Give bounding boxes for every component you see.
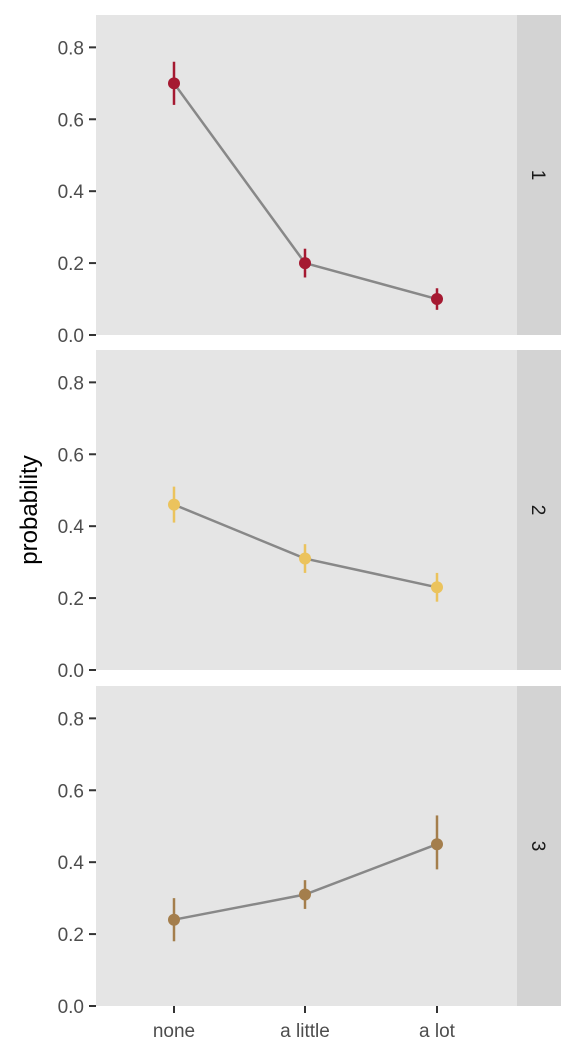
y-tick-label: 0.6 xyxy=(58,110,84,131)
facet-strip-label: 3 xyxy=(527,841,548,852)
panel-background xyxy=(96,350,517,670)
y-tick-label: 0.2 xyxy=(58,254,84,275)
data-point xyxy=(431,293,443,306)
panel-background xyxy=(96,15,517,335)
y-tick-label: 0.8 xyxy=(58,373,84,394)
facet-panels: 1 0.0 0.2 0.4 0.6 0.8 2 0.0 0.2 0.4 0.6 0.8 3 0.0 0.2 0… xyxy=(58,15,561,1018)
x-tick-label: a lot xyxy=(419,1021,456,1042)
data-point xyxy=(299,552,311,565)
y-tick-label: 0.0 xyxy=(58,997,84,1018)
facet-strip xyxy=(517,15,561,335)
y-tick-label: 0.8 xyxy=(58,709,84,730)
x-axis: none a little a lot xyxy=(153,1006,456,1042)
data-point xyxy=(299,888,311,901)
x-tick-label: none xyxy=(153,1021,195,1042)
x-tick-label: a little xyxy=(280,1021,330,1042)
y-tick-label: 0.6 xyxy=(58,445,84,466)
panel-background xyxy=(96,686,517,1006)
y-tick-label: 0.6 xyxy=(58,781,84,802)
y-tick-label: 0.2 xyxy=(58,589,84,610)
y-tick-label: 0.4 xyxy=(58,182,85,203)
data-point xyxy=(431,838,443,851)
facet-strip-label: 1 xyxy=(527,170,548,181)
data-point xyxy=(168,77,180,90)
y-tick-label: 0.8 xyxy=(58,38,84,59)
facet-panel-3: 3 0.0 0.2 0.4 0.6 0.8 xyxy=(58,686,561,1018)
data-point xyxy=(168,913,180,926)
y-tick-label: 0.4 xyxy=(58,853,85,874)
y-tick-label: 0.0 xyxy=(58,661,84,682)
y-tick-label: 0.0 xyxy=(58,326,84,347)
y-tick-label: 0.4 xyxy=(58,517,85,538)
y-axis-title: probability xyxy=(16,455,43,564)
y-tick-label: 0.2 xyxy=(58,925,84,946)
data-point xyxy=(431,581,443,594)
facet-panel-1: 1 0.0 0.2 0.4 0.6 0.8 xyxy=(58,15,561,347)
data-point xyxy=(168,498,180,511)
facet-strip-label: 2 xyxy=(527,505,548,516)
facet-panel-2: 2 0.0 0.2 0.4 0.6 0.8 xyxy=(58,350,561,682)
facet-strip xyxy=(517,350,561,670)
data-point xyxy=(299,257,311,270)
facet-strip xyxy=(517,686,561,1006)
